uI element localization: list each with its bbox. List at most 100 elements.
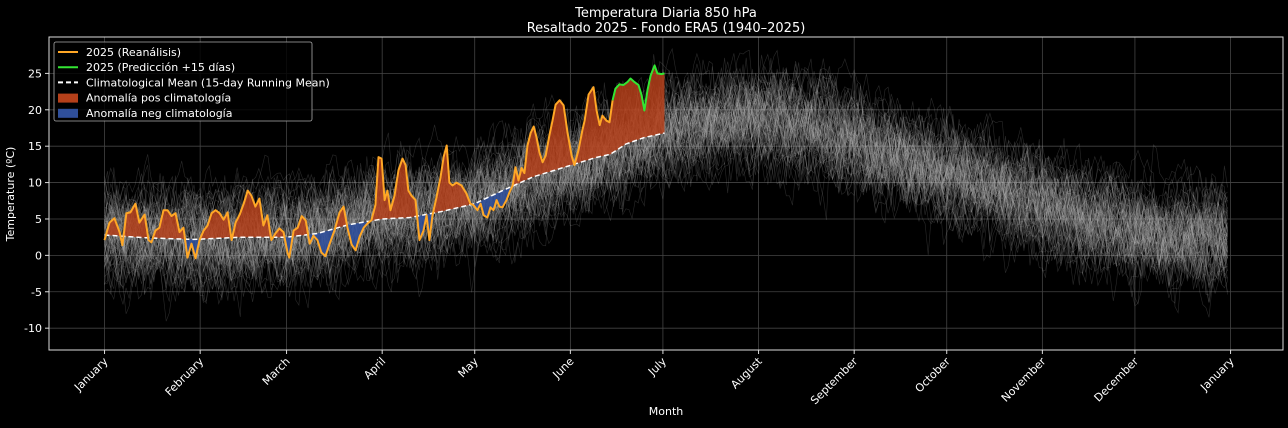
background-year-line [104,86,1228,287]
series-lines [103,64,665,260]
background-year-line [104,86,1228,302]
background-year-line [104,53,1228,282]
plot-frame [48,36,1284,351]
y-tick-label: 20 [28,104,42,117]
legend-label: 2025 (Reanálisis) [86,46,181,59]
background-year-line [104,75,1228,286]
chart-subtitle: Resaltado 2025 - Fondo ERA5 (1940–2025) [527,21,806,36]
background-year-line [104,89,1228,288]
background-year-line [104,61,1228,317]
background-year-line [104,74,1228,265]
background-year-line [104,82,1228,307]
chart-title: Temperatura Diaria 850 hPa [574,6,757,21]
y-tick-label: 25 [28,67,42,80]
reanalysis-2025-line [103,86,614,260]
x-axis-label: Month [649,405,684,418]
background-year-line [104,95,1228,284]
background-year-line [104,70,1228,314]
x-tick-label: November [999,355,1049,405]
x-tick-label: July [645,355,669,379]
background-year-line [104,101,1228,283]
background-year-line [104,81,1228,293]
legend: 2025 (Reanálisis) 2025 (Predicción +15 dí… [53,41,330,122]
background-year-line [104,63,1228,275]
legend-box [53,41,313,122]
y-axis-ticks: -10 -5 0 5 10 15 20 25 [24,67,49,335]
background-year-line [104,47,1228,281]
background-year-line [104,75,1228,271]
background-year-line [104,83,1228,301]
background-year-line [104,71,1228,266]
background-year-line [104,85,1228,292]
legend-swatch [58,108,78,118]
background-year-line [104,91,1228,307]
background-year-line [104,74,1228,304]
x-tick-label: January [71,355,111,395]
background-year-line [104,74,1228,305]
legend-swatch [58,93,78,103]
background-year-line [104,87,1228,302]
background-year-line [104,94,1228,294]
background-year-line [104,69,1228,281]
anomaly-fills [104,65,665,259]
x-tick-label: April [361,355,388,382]
background-year-line [104,58,1228,277]
y-axis-label: Temperature (ºC) [4,147,17,243]
background-year-line [104,67,1228,281]
x-tick-label: December [1092,355,1142,405]
x-axis-ticks: January February March April May June July Augu… [71,350,1237,407]
climatology-mean-line [104,132,665,241]
forecast-2025-line [611,64,665,112]
background-year-line [104,93,1228,285]
background-year-line [104,74,1228,301]
background-year-line [104,86,1228,274]
background-year-line [104,87,1228,297]
background-year-line [104,68,1228,267]
background-year-line [104,86,1228,302]
background-year-line [104,108,1228,288]
background-year-line [104,99,1228,294]
x-tick-label: June [550,355,577,382]
background-year-line [104,83,1228,295]
background-year-line [104,58,1228,274]
background-year-line [104,53,1228,289]
background-year-line [104,86,1228,285]
y-tick-label: 10 [28,177,42,190]
y-tick-label: -5 [31,286,42,299]
background-year-line [104,101,1228,305]
background-year-line [104,73,1228,318]
x-tick-label: January [1197,355,1237,395]
background-year-line [104,67,1228,285]
x-tick-label: February [163,355,207,399]
background-year-line [104,85,1228,300]
background-year-line [104,105,1228,303]
background-year-line [104,86,1228,294]
background-year-line [104,67,1228,296]
background-year-line [104,89,1228,282]
background-year-line [104,70,1228,295]
legend-label: Climatological Mean (15-day Running Mean… [86,76,330,89]
background-year-line [104,85,1228,274]
y-tick-label: -10 [24,322,42,335]
background-year-line [104,59,1228,267]
background-year-line [104,75,1228,283]
x-tick-label: August [728,354,765,391]
background-year-line [104,58,1228,285]
x-tick-label: May [456,355,482,381]
background-year-line [104,87,1228,291]
background-year-line [104,97,1228,298]
background-year-line [104,49,1228,295]
background-year-line [104,49,1228,269]
y-tick-label: 5 [35,213,42,226]
x-tick-label: October [913,355,954,396]
background-year-line [104,57,1228,289]
background-year-line [104,83,1228,279]
x-tick-label: September [808,355,861,408]
background-year-line [104,57,1228,238]
background-year-line [104,99,1228,297]
x-tick-label: March [260,355,293,388]
background-year-line [104,68,1228,262]
background-year-line [104,76,1228,279]
legend-label: Anomalía neg climatología [86,107,232,120]
